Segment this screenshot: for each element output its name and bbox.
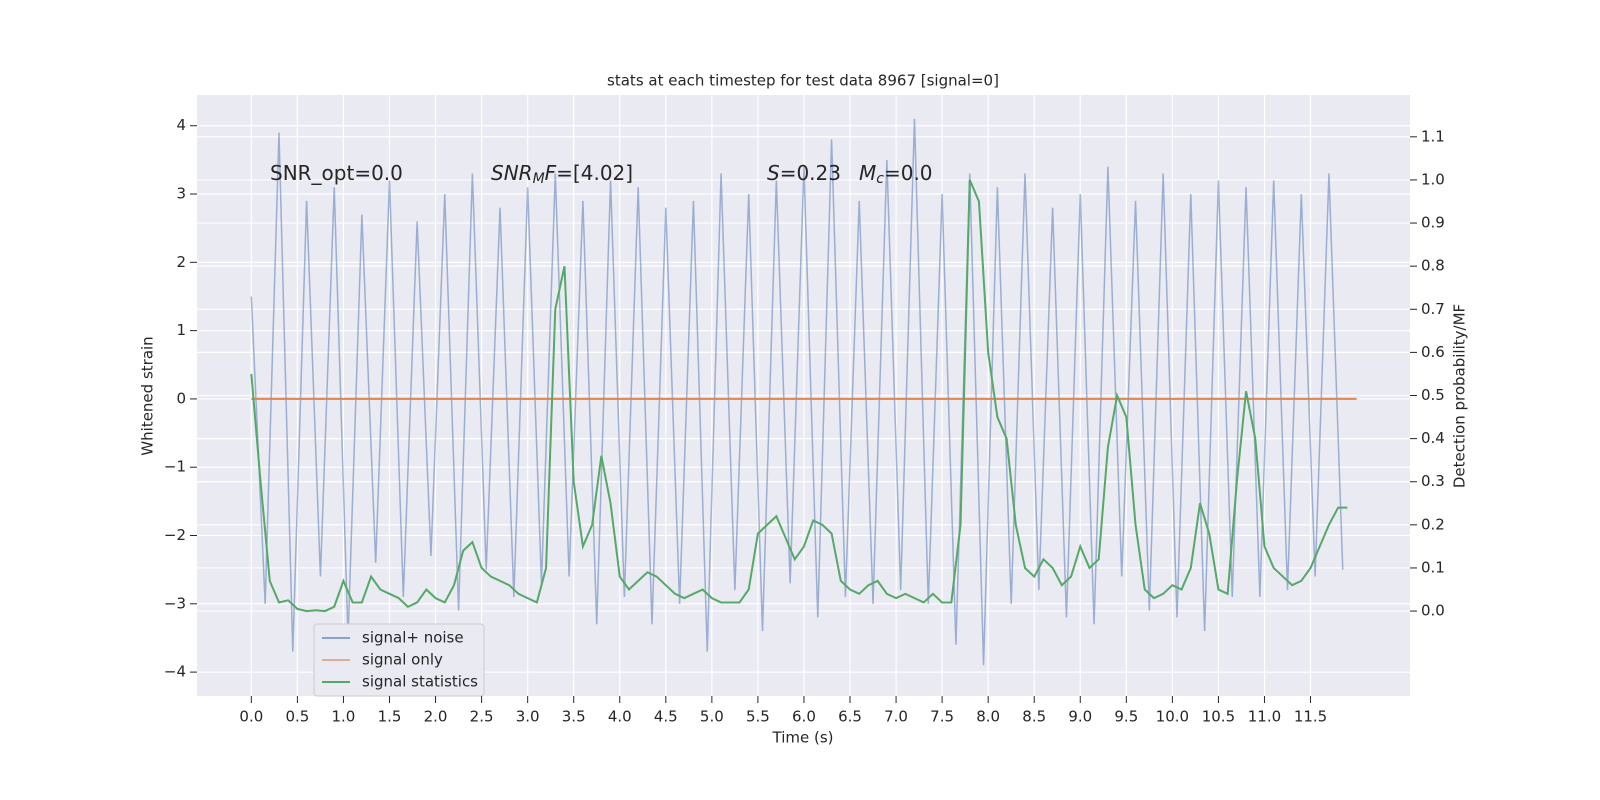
y-tick-label: 3 xyxy=(176,185,186,203)
y-tick-label: 4 xyxy=(176,116,186,134)
annotation-part: M xyxy=(859,161,876,185)
annotation-part: SNR_opt=0.0 xyxy=(270,161,403,185)
y2-tick-label: 0.9 xyxy=(1421,214,1445,232)
y-tick-label: 2 xyxy=(176,253,186,271)
x-tick-label: 10.5 xyxy=(1202,708,1235,726)
y2-tick-label: 0.4 xyxy=(1421,429,1445,447)
y-tick-label: 0 xyxy=(176,389,186,407)
y2-tick-label: 1.1 xyxy=(1421,127,1445,145)
annotation-part: =0.23 xyxy=(780,161,841,185)
legend-box xyxy=(313,623,485,697)
x-tick-label: 3.5 xyxy=(562,708,586,726)
annotation-part: =0.0 xyxy=(884,161,933,185)
x-axis-label: Time (s) xyxy=(772,729,834,747)
x-tick-label: 10.0 xyxy=(1156,708,1189,726)
x-tick-label: 9.5 xyxy=(1114,708,1138,726)
x-tick-label: 4.0 xyxy=(608,708,632,726)
x-tick-label: 5.0 xyxy=(700,708,724,726)
y2-tick-label: 0.8 xyxy=(1421,257,1445,275)
annotation-part: SNR xyxy=(491,161,533,185)
annotation-part: c xyxy=(876,171,884,187)
x-tick-label: 3.0 xyxy=(516,708,540,726)
series-line xyxy=(250,118,1344,666)
x-tick-label: 7.5 xyxy=(930,708,954,726)
y-tick-label: 1 xyxy=(176,321,186,339)
x-tick-label: 7.0 xyxy=(884,708,908,726)
y2-axis-label: Detection probability/MF xyxy=(1451,304,1469,488)
y2-tick-label: 0.1 xyxy=(1421,558,1445,576)
legend-label: signal only xyxy=(362,651,443,669)
y2-tick-label: 0.7 xyxy=(1421,300,1445,318)
grid xyxy=(197,95,1410,696)
x-tick-label: 0.0 xyxy=(239,708,263,726)
x-tick-label: 2.0 xyxy=(424,708,448,726)
y2-tick-label: 0.2 xyxy=(1421,515,1445,533)
x-tick-label: 0.5 xyxy=(285,708,309,726)
annotation-part: =[4.02] xyxy=(556,161,633,185)
x-tick-label: 11.5 xyxy=(1294,708,1327,726)
legend-label: signal+ noise xyxy=(362,629,464,647)
y2-tick-label: 0.0 xyxy=(1421,602,1445,620)
x-tick-label: 1.0 xyxy=(332,708,356,726)
x-tick-label: 1.5 xyxy=(378,708,402,726)
y-axis-label: Whitened strain xyxy=(139,336,157,455)
legend-label: signal statistics xyxy=(362,673,478,691)
annotation-part: S xyxy=(767,161,780,185)
x-tick-label: 9.0 xyxy=(1068,708,1092,726)
y-tick-label: −2 xyxy=(164,526,186,544)
x-tick-label: 4.5 xyxy=(654,708,678,726)
y-tick-label: −3 xyxy=(164,594,186,612)
x-tick-label: 11.0 xyxy=(1248,708,1281,726)
x-tick-label: 6.5 xyxy=(838,708,862,726)
annotation-part: F xyxy=(545,161,557,185)
annotation: SNRMF=[4.02] xyxy=(491,161,633,188)
y-tick-label: −1 xyxy=(164,458,186,476)
x-tick-label: 6.0 xyxy=(792,708,816,726)
series-line xyxy=(250,179,1348,613)
y2-tick-label: 0.6 xyxy=(1421,343,1445,361)
x-tick-label: 8.0 xyxy=(976,708,1000,726)
chart-title: stats at each timestep for test data 896… xyxy=(607,72,999,90)
annotation-part: M xyxy=(533,171,545,187)
annotation: S=0.23 Mc=0.0 xyxy=(767,161,933,188)
legend: signal+ noise signal only signal statistic… xyxy=(313,623,485,697)
marks xyxy=(250,118,1357,666)
annotation: SNR_opt=0.0 xyxy=(270,161,403,185)
y-tick-label: −4 xyxy=(164,663,186,681)
x-tick-label: 5.5 xyxy=(746,708,770,726)
y2-tick-label: 1.0 xyxy=(1421,170,1445,188)
x-tick-label: 2.5 xyxy=(470,708,494,726)
y2-tick-label: 0.5 xyxy=(1421,386,1445,404)
x-tick-label: 8.5 xyxy=(1022,708,1046,726)
y2-tick-label: 0.3 xyxy=(1421,472,1445,490)
